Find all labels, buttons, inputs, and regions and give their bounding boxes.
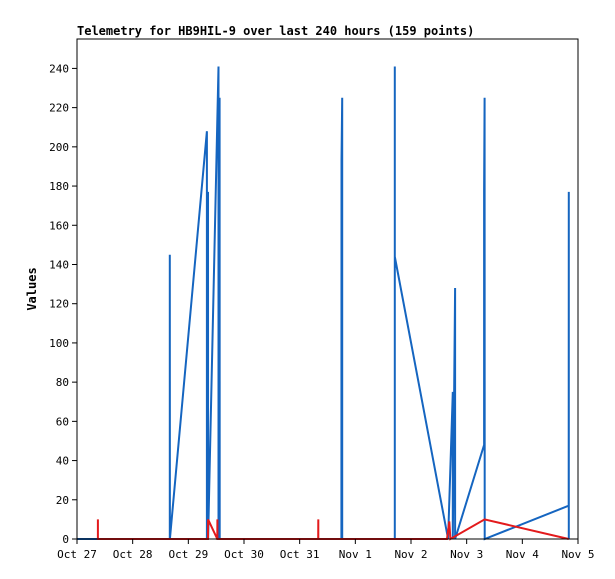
chart-title: Telemetry for HB9HIL-9 over last 240 hou… (77, 24, 474, 38)
y-tick-label-6: 120 (49, 298, 69, 311)
y-tick-label-1: 20 (56, 494, 69, 507)
y-axis: 0 20 40 60 80 100 120 140 160 180 200 220 240 (49, 62, 77, 546)
x-tick-label-1: Oct 28 (113, 548, 153, 561)
series-line-1 (96, 518, 569, 541)
y-tick-label-10: 200 (49, 141, 69, 154)
x-tick-label-3: Oct 30 (224, 548, 264, 561)
x-tick-label-4: Oct 31 (280, 548, 320, 561)
x-tick-label-0: Oct 27 (57, 548, 97, 561)
x-tick-label-8: Nov 4 (506, 548, 539, 561)
y-tick-label-7: 140 (49, 258, 69, 271)
y-tick-label-11: 220 (49, 102, 69, 115)
y-tick-label-5: 100 (49, 337, 69, 350)
y-tick-label-2: 40 (56, 455, 69, 468)
y-tick-label-12: 240 (49, 62, 69, 75)
x-tick-label-2: Oct 29 (168, 548, 208, 561)
y-tick-label-3: 60 (56, 415, 69, 428)
y-tick-label-4: 80 (56, 376, 69, 389)
x-tick-label-6: Nov 2 (394, 548, 427, 561)
series-layer (77, 66, 570, 541)
y-tick-label-0: 0 (62, 533, 69, 546)
y-tick-label-8: 160 (49, 219, 69, 232)
y-axis-label: Values (25, 267, 39, 310)
y-tick-label-9: 180 (49, 180, 69, 193)
plot-frame (76, 38, 579, 540)
x-tick-label-5: Nov 1 (339, 548, 372, 561)
x-tick-label-9: Nov 5 (561, 548, 594, 561)
x-tick-label-7: Nov 3 (450, 548, 483, 561)
x-axis: Oct 27 Oct 28 Oct 29 Oct 30 Oct 31 Nov 1 Nov 2… (57, 539, 595, 561)
series-line-0 (77, 66, 570, 541)
